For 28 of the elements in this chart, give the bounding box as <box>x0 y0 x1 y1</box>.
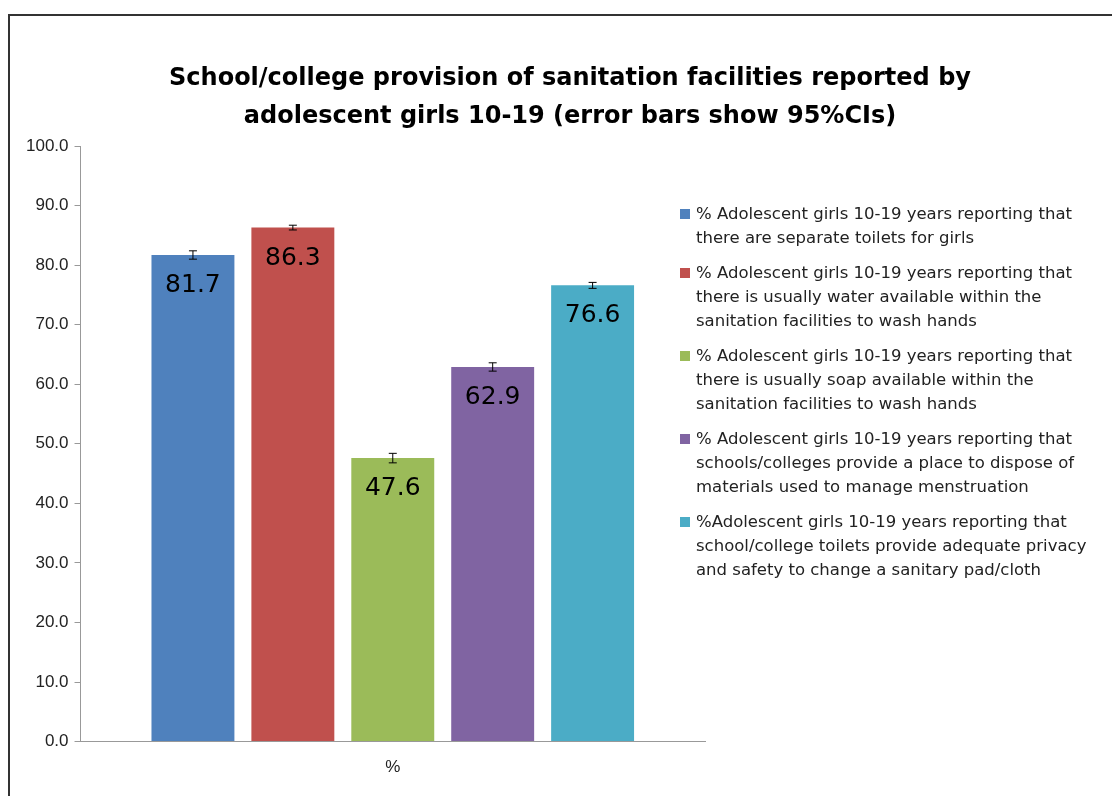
data-label: 62.9 <box>464 380 521 410</box>
data-label: 47.6 <box>364 472 421 502</box>
y-tick-label: 10.0 <box>35 671 69 691</box>
legend-label: % Adolescent girls 10-19 years reporting that there are separate toilets for girls <box>696 203 1073 249</box>
y-tick-label: 80.0 <box>35 254 69 274</box>
bar <box>551 285 635 742</box>
legend-label: % Adolescent girls 10-19 years reporting that there is usually soap available within the sanitation facilities to wash hands <box>696 345 1073 415</box>
bar <box>251 227 335 742</box>
bar <box>451 366 535 742</box>
data-label: 81.7 <box>165 268 221 298</box>
bar <box>151 255 235 742</box>
y-tick-label: 70.0 <box>35 314 69 334</box>
legend-label: % Adolescent girls 10-19 years reporting that there is usually water available within the sanitation facilities to wash hands <box>696 262 1073 332</box>
y-tick-label: 100.0 <box>25 135 69 155</box>
chart-title: School/college provision of sanitation facilities reported by adolescent girls 10-19 (error bars show 95%CIs) <box>168 62 972 131</box>
y-tick-label: 30.0 <box>35 552 69 572</box>
x-tick-label: % <box>385 757 401 777</box>
y-tick-label: 0.0 <box>44 731 69 751</box>
legend-label: % Adolescent girls 10-19 years reporting that schools/colleges provide a place to dispose of materials used to manage menstruation <box>696 428 1076 498</box>
y-tick-label: 60.0 <box>35 373 69 393</box>
bar <box>351 458 435 742</box>
data-label: 86.3 <box>265 241 321 271</box>
y-tick-label: 90.0 <box>35 195 69 215</box>
y-tick-label: 50.0 <box>35 433 69 453</box>
legend-label: %Adolescent girls 10-19 years reporting that school/college toilets provide adequate privacy and safety to change a sanitary pad/cloth <box>696 511 1088 581</box>
data-label: 76.6 <box>564 299 621 329</box>
y-tick-label: 40.0 <box>35 493 69 513</box>
y-tick-label: 20.0 <box>35 612 69 632</box>
